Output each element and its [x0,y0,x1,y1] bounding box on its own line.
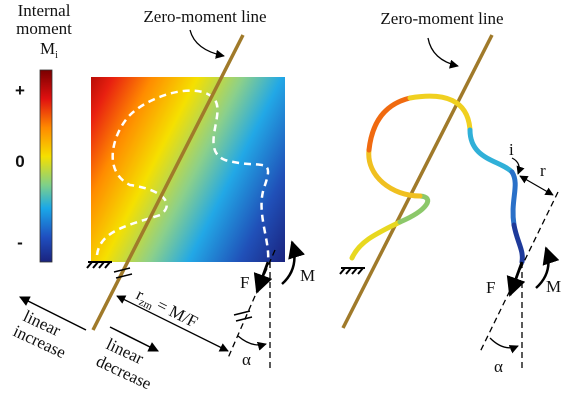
beam-segment [509,169,518,228]
colorbar-title: moment [16,19,72,38]
colorbar-title: Internal [18,1,71,20]
beam-segment [366,147,423,199]
distance-arrow [116,295,229,352]
angle-label: α [242,350,251,369]
subscript: zm [137,296,155,313]
zero-moment-line [341,34,494,329]
point-arrow [511,157,525,175]
radius-arrow [519,175,554,196]
right-panel [339,34,560,370]
force-label: F [486,278,495,297]
zero-moment-line [91,34,245,331]
subscript: i [55,50,58,61]
tick: - [17,233,23,252]
radius-label: r [540,161,546,180]
force-label: F [240,273,249,292]
beam-segment [366,95,413,153]
tick: 0 [15,152,24,171]
pointer-arrow [189,29,225,59]
beam [349,93,525,265]
angle-arc [237,335,267,351]
support [339,267,365,275]
point-label: i [509,140,514,159]
increase-arrow [19,296,87,331]
force-arrow [506,261,526,297]
tick: + [15,81,25,100]
force-arrow [253,261,273,294]
beam-segment [467,127,515,175]
left-panel [19,29,305,370]
moment-arrow [535,246,560,289]
moment-arrow [281,240,305,285]
support [86,261,112,269]
colorbar-symbol: Mi [40,39,58,61]
pointer-arrow [427,37,459,69]
colorbar-scale [39,69,53,263]
angle-arc [489,337,519,354]
parallel-mark [113,267,253,322]
line-label: Zero-moment line [143,7,266,26]
moment-label: M [300,266,315,285]
moment-label: M [546,277,561,296]
symbol: M [40,39,55,58]
colorbar: Internal moment Mi + 0 - [15,1,72,263]
beam-shape [95,89,270,261]
line-label: Zero-moment line [380,9,503,28]
distance-label: rzm= M/F [132,285,201,335]
beam-segment [349,219,403,261]
beam-segment [511,222,525,265]
moment-field [91,77,285,262]
decrease-arrow [109,326,159,352]
beam-segment [397,193,431,225]
beam-segment [407,93,473,133]
angle-label: α [494,357,503,376]
